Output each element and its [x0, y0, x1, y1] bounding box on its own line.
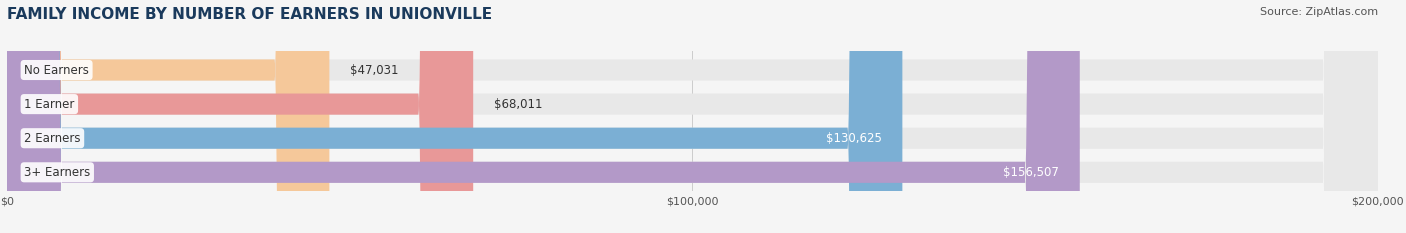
FancyBboxPatch shape	[7, 0, 329, 233]
Text: $130,625: $130,625	[825, 132, 882, 145]
FancyBboxPatch shape	[7, 0, 1378, 233]
FancyBboxPatch shape	[7, 0, 1378, 233]
Text: $156,507: $156,507	[1004, 166, 1059, 179]
FancyBboxPatch shape	[7, 0, 1378, 233]
FancyBboxPatch shape	[7, 0, 474, 233]
Text: FAMILY INCOME BY NUMBER OF EARNERS IN UNIONVILLE: FAMILY INCOME BY NUMBER OF EARNERS IN UN…	[7, 7, 492, 22]
FancyBboxPatch shape	[7, 0, 1378, 233]
FancyBboxPatch shape	[7, 0, 1080, 233]
Text: 1 Earner: 1 Earner	[24, 98, 75, 111]
Text: $68,011: $68,011	[494, 98, 543, 111]
Text: $47,031: $47,031	[350, 64, 398, 76]
Text: 3+ Earners: 3+ Earners	[24, 166, 90, 179]
FancyBboxPatch shape	[7, 0, 903, 233]
Text: No Earners: No Earners	[24, 64, 89, 76]
Text: 2 Earners: 2 Earners	[24, 132, 80, 145]
Text: Source: ZipAtlas.com: Source: ZipAtlas.com	[1260, 7, 1378, 17]
